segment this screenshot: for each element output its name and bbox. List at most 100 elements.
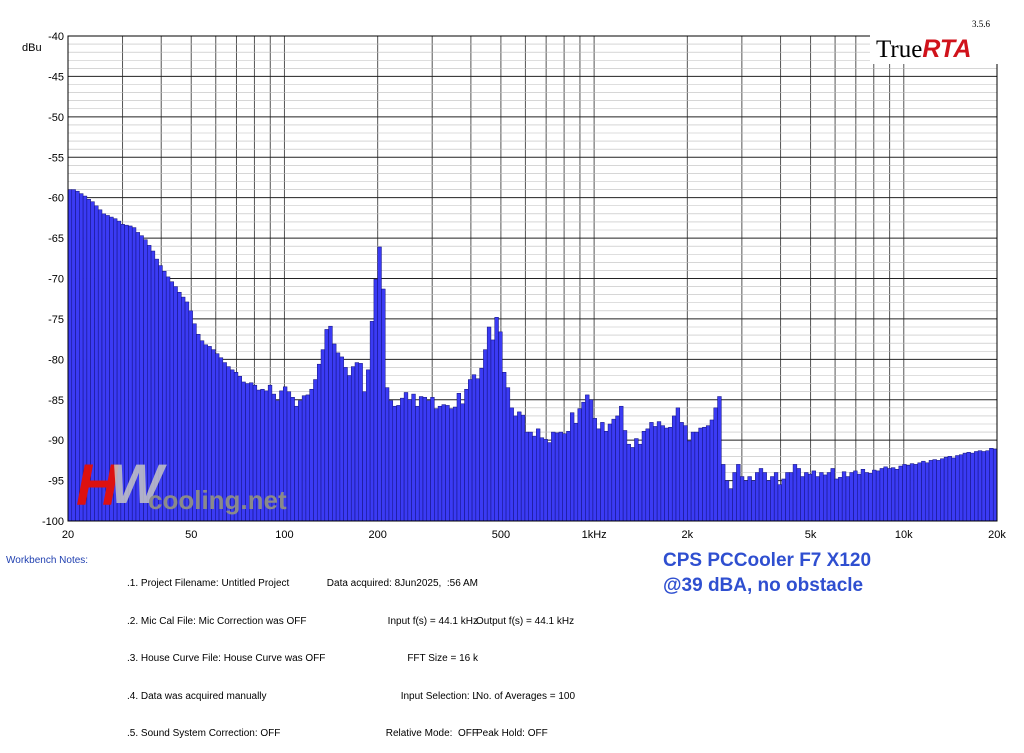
x-tick-label: 5k [805, 529, 817, 540]
spectrum-bar [868, 473, 873, 522]
spectrum-bar [966, 452, 971, 522]
note-line: .3. House Curve File: House Curve was OF… [127, 653, 326, 664]
spectrum-bar [388, 400, 394, 522]
spectrum-bar [596, 428, 601, 522]
spectrum-bar [736, 464, 741, 522]
spectrum-bar [486, 326, 492, 522]
spectrum-bar [411, 393, 416, 522]
spectrum-bar [671, 415, 677, 522]
y-axis-label: dBu [22, 42, 42, 54]
spectrum-bar [913, 464, 918, 522]
x-tick-label: 500 [492, 529, 510, 540]
spectrum-bar [562, 433, 567, 522]
spectrum-bar [653, 426, 658, 522]
watermark-site: cooling.net [148, 485, 287, 515]
note-line: Peak Hold: OFF [476, 728, 548, 739]
spectrum-bar [781, 478, 786, 522]
spectrum-bar [430, 397, 435, 522]
spectrum-bar [709, 419, 715, 522]
spectrum-bar [604, 431, 609, 522]
watermark-h: H [76, 453, 118, 518]
spectrum-bar [456, 393, 461, 522]
spectrum-bar [422, 397, 428, 522]
spectrum-bar [943, 456, 949, 522]
y-tick-label: -90 [48, 435, 64, 447]
spectrum-bar [445, 405, 450, 522]
spectrum-bar [721, 464, 726, 522]
y-tick-label: -100 [42, 516, 64, 528]
spectrum-bar [381, 288, 386, 522]
spectrum-bar [505, 387, 511, 522]
y-tick-label: -45 [48, 71, 64, 83]
note-line: Input Selection: L [400, 690, 478, 702]
spectrum-bar [539, 437, 545, 522]
spectrum-bar [898, 465, 903, 522]
y-tick-label: -55 [48, 152, 64, 164]
spectrum-bar [343, 367, 348, 522]
workbench-notes-col2: Data acquired: 8Jun2025, :56 AM Input f(… [318, 553, 478, 753]
spectrum-bar [536, 428, 541, 522]
spectrum-bar [717, 396, 722, 522]
spectrum-bar [354, 362, 360, 522]
spectrum-bar [585, 394, 590, 522]
spectrum-bar [894, 469, 900, 522]
spectrum-bar [396, 405, 401, 522]
spectrum-bar [384, 387, 390, 522]
spectrum-bar [743, 480, 749, 522]
y-tick-label: -60 [48, 193, 64, 205]
spectrum-bar [373, 279, 378, 522]
spectrum-bar [838, 477, 843, 522]
spectrum-bar [320, 349, 326, 522]
spectrum-bar [369, 321, 375, 522]
spectrum-bar [755, 472, 760, 522]
spectrum-bar [906, 464, 911, 522]
spectrum-bar [879, 468, 884, 522]
x-tick-label: 100 [275, 529, 293, 540]
axis-ticks: -40 -45 -50 -55 -60 -65 -70 -75 -80 -85 -90 -95 -100… [42, 31, 1006, 540]
note-line: Data acquired: 8Jun2025, :56 AM [326, 578, 478, 589]
spectrum-bar [630, 447, 635, 522]
spectrum-bar [668, 426, 673, 522]
spectrum-bar [471, 374, 477, 522]
spectrum-bar [845, 476, 850, 522]
spectrum-bar [958, 454, 964, 522]
spectrum-bar [815, 476, 820, 522]
spectrum-bar [479, 367, 484, 522]
spectrum-bar [909, 463, 915, 522]
spectrum-bar [600, 422, 605, 522]
spectrum-bar [634, 438, 639, 522]
note-line: .2. Mic Cal File: Mic Correction was OFF [127, 615, 307, 627]
spectrum-bar [683, 425, 688, 522]
spectrum-bar [339, 356, 344, 522]
spectrum-bar [804, 472, 809, 522]
spectrum-bar [509, 407, 514, 522]
spectrum-bar [475, 378, 480, 522]
spectrum-bar [924, 462, 930, 522]
spectrum-bar [377, 246, 382, 522]
spectrum-bar [649, 422, 654, 522]
spectrum-bar [581, 401, 586, 522]
spectrum-bar [928, 460, 934, 522]
x-tick-label: 2k [682, 529, 694, 540]
spectrum-bar [626, 443, 631, 522]
spectrum-bar [698, 427, 703, 522]
spectrum-bar [588, 399, 594, 522]
spectrum-bar [864, 472, 869, 522]
spectrum-bar [615, 415, 620, 522]
y-tick-label: -80 [48, 354, 64, 366]
x-tick-label: 20 [62, 529, 74, 540]
spectrum-bar [762, 472, 767, 522]
rta-spectrum-chart: -40 -45 -50 -55 -60 -65 -70 -75 -80 -85 -90 -95 -100… [22, 31, 1006, 540]
spectrum-bar [728, 488, 733, 522]
spectrum-bar [962, 452, 968, 522]
spectrum-bar [362, 391, 367, 522]
spectrum-bar [819, 472, 824, 522]
spectrum-bar [891, 467, 896, 522]
spectrum-bars [67, 189, 998, 522]
spectrum-bar [936, 460, 941, 522]
spectrum-bar [543, 439, 548, 522]
spectrum-bar [483, 349, 488, 522]
spectrum-bar [468, 379, 473, 522]
plot-frame [67, 35, 998, 522]
y-tick-label: -85 [48, 395, 64, 407]
